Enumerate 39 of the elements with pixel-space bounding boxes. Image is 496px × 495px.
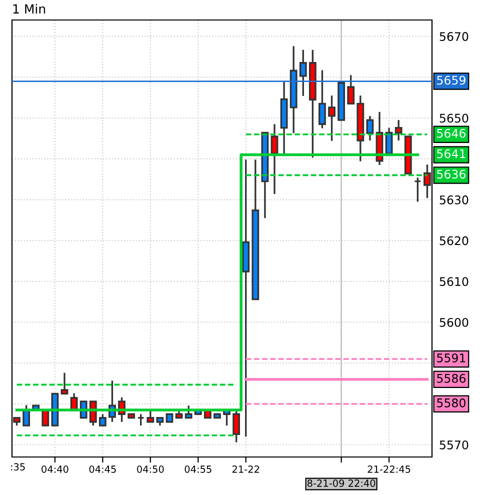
x-tick-label: 21-22:45	[368, 466, 410, 473]
x-tick-label: 04:50	[137, 466, 164, 473]
y-tick-label: 5650	[440, 114, 468, 123]
candlestick	[424, 164, 431, 199]
candlestick	[318, 69, 326, 130]
x-tick-label: 04:55	[184, 466, 212, 473]
candlestick	[328, 94, 336, 142]
y-tick-label: 5600	[440, 318, 468, 327]
series-label: 5646	[437, 128, 466, 138]
x-tick-label: 04:40	[42, 466, 68, 473]
y-tick-label: 5570	[440, 440, 468, 450]
candlestick	[347, 74, 355, 105]
candlestick	[299, 48, 307, 97]
y-tick-label: 5620	[440, 236, 468, 246]
legend-label: 5641	[437, 149, 466, 158]
legend-label: 5586	[437, 374, 466, 383]
candlestick	[60, 372, 68, 395]
candlestick	[184, 404, 192, 419]
ref-line-label: 5659	[437, 76, 466, 85]
chart-title: 1 Min	[13, 4, 46, 14]
text: :35	[11, 463, 25, 471]
x-tick-label: 21-22	[232, 466, 260, 473]
x-tick-label: 8-21-09 22:40	[307, 480, 376, 487]
y-tick-label: 5670	[440, 32, 468, 41]
candlestick	[414, 176, 422, 203]
candlestick	[137, 413, 145, 426]
candlestick	[98, 413, 106, 426]
candlestick	[366, 115, 374, 142]
y-tick-label: 5630	[440, 195, 468, 204]
legend-label: 5580	[437, 398, 466, 408]
candlestick	[270, 123, 278, 195]
candlestick	[394, 119, 402, 142]
candlestick	[146, 409, 154, 423]
y-tick-label: 5610	[440, 277, 468, 286]
candlestick	[22, 404, 30, 426]
legend-label: 5636	[437, 170, 466, 179]
x-tick-label: 04:45	[89, 466, 116, 473]
candlestick	[232, 409, 240, 444]
series-label: 5591	[437, 353, 466, 362]
